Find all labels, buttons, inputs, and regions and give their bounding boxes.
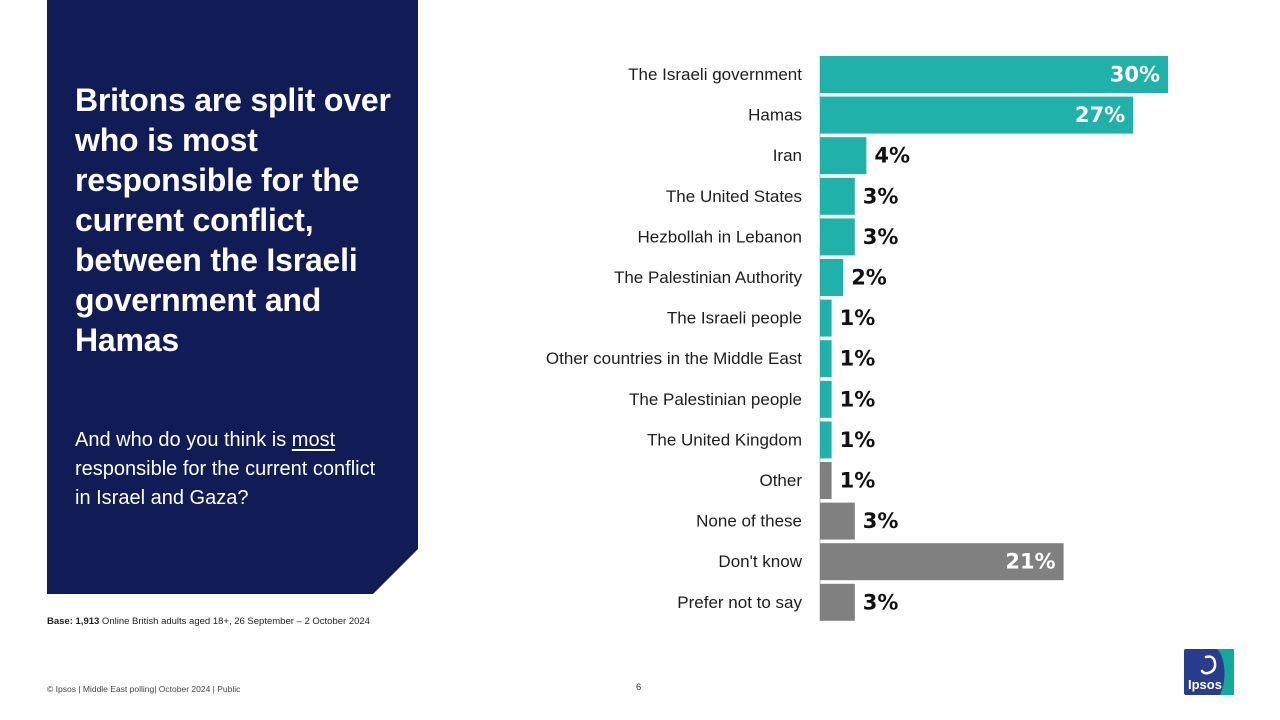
category-label: The United States — [666, 187, 802, 206]
base-note: Base: 1,913 Online British adults aged 1… — [47, 616, 370, 627]
category-label: Other countries in the Middle East — [546, 349, 802, 368]
value-label: 4% — [874, 144, 910, 168]
title-panel: Britons are split over who is most respo… — [47, 0, 418, 594]
value-label: 27% — [1075, 103, 1125, 127]
question-text-end: responsible for the current conflict in … — [75, 458, 376, 509]
value-label: 1% — [840, 428, 876, 452]
base-label: Base: — [47, 616, 73, 627]
bar — [820, 462, 832, 499]
category-label: The Israeli government — [628, 65, 802, 84]
value-label: 3% — [863, 225, 899, 249]
logo-wordmark: Ipsos — [1188, 677, 1222, 692]
bar — [820, 137, 867, 175]
value-label: 1% — [840, 469, 876, 493]
value-label: 1% — [840, 387, 876, 411]
survey-question: And who do you think is most responsible… — [75, 426, 395, 513]
page-title: Britons are split over who is most respo… — [75, 82, 391, 358]
category-label: Iran — [773, 146, 802, 165]
bar — [820, 299, 832, 337]
ipsos-logo: Ipsos — [1184, 649, 1234, 695]
base-count: 1,913 — [75, 616, 100, 627]
value-label: 1% — [840, 347, 876, 371]
bar — [820, 218, 855, 256]
bar — [820, 96, 1134, 134]
category-label: Hezbollah in Lebanon — [638, 227, 802, 246]
page-number: 6 — [636, 682, 642, 693]
category-label: The Palestinian people — [629, 390, 802, 409]
question-emphasis: most — [291, 429, 336, 451]
bar — [820, 543, 1064, 581]
bar — [820, 421, 832, 459]
value-label: 2% — [851, 266, 887, 290]
question-text-start: And who do you think is — [75, 429, 292, 451]
value-label: 21% — [1005, 550, 1055, 574]
bar — [820, 502, 855, 540]
bar — [820, 177, 855, 215]
bar — [820, 56, 1168, 93]
bar — [820, 340, 832, 378]
value-label: 30% — [1110, 63, 1160, 87]
category-label: Other — [759, 471, 802, 490]
value-label: 3% — [863, 184, 899, 208]
category-label: Don't know — [718, 552, 802, 571]
bar — [820, 583, 855, 621]
category-label: None of these — [696, 512, 802, 531]
category-label: Prefer not to say — [677, 593, 802, 612]
base-text: Online British adults aged 18+, 26 Septe… — [99, 616, 370, 627]
bar — [820, 259, 844, 296]
value-label: 1% — [840, 306, 876, 330]
category-label: Hamas — [748, 106, 802, 125]
value-label: 3% — [863, 509, 899, 533]
value-label: 3% — [863, 590, 899, 614]
category-label: The Palestinian Authority — [614, 268, 803, 287]
bar — [820, 380, 832, 418]
category-label: The United Kingdom — [647, 430, 802, 449]
footer-text: © Ipsos | Middle East polling| October 2… — [47, 684, 241, 694]
category-label: The Israeli people — [667, 309, 802, 328]
